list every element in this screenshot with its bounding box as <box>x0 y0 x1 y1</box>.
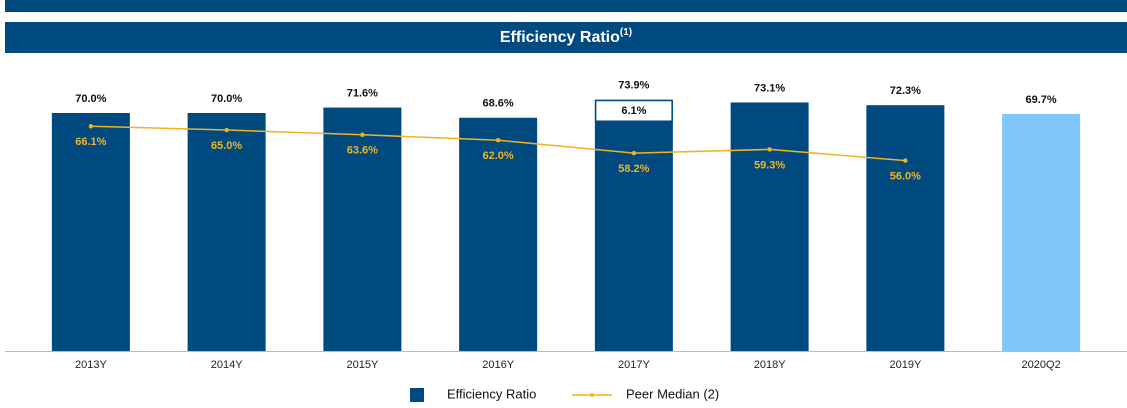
x-tick-label: 2017Y <box>618 359 650 371</box>
bar-value-label: 72.3% <box>890 85 921 97</box>
line-point <box>360 132 365 137</box>
chart-title: Efficiency Ratio(1) <box>500 27 632 47</box>
line-value-label: 59.3% <box>754 159 785 171</box>
bar <box>730 102 809 352</box>
line-value-label: 63.6% <box>347 145 378 157</box>
legend-label: Efficiency Ratio <box>447 386 536 401</box>
bar <box>459 117 538 351</box>
title-banner <box>5 22 1127 53</box>
bar <box>323 107 402 351</box>
line-point <box>224 127 229 133</box>
line-point <box>903 158 908 163</box>
legend-swatch <box>410 388 424 402</box>
bar-value-label: 73.9% <box>618 80 649 92</box>
bar <box>187 113 266 351</box>
line-value-label: 62.0% <box>483 150 514 162</box>
legend-label: Peer Median (2) <box>626 386 719 401</box>
bar-value-label: 69.7% <box>1026 94 1057 106</box>
x-tick-label: 2014Y <box>211 359 243 371</box>
bar-inset-label: 6.1% <box>621 105 646 117</box>
title-text: Efficiency Ratio <box>500 29 620 46</box>
bar <box>1002 114 1081 352</box>
bar-inset <box>594 99 673 122</box>
bar-value-label: 70.0% <box>75 93 106 105</box>
line-point <box>767 147 772 152</box>
bar <box>51 113 130 351</box>
title-superscript: (1) <box>620 27 632 38</box>
x-tick-label: 2013Y <box>75 359 107 371</box>
line-point <box>495 138 501 143</box>
line-value-label: 65.0% <box>211 140 242 152</box>
bar-value-label: 68.6% <box>483 98 514 110</box>
x-tick-label: 2020Q2 <box>1022 359 1061 371</box>
x-tick-label: 2018Y <box>754 359 786 371</box>
bar <box>594 99 673 352</box>
x-tick-label: 2015Y <box>346 359 378 371</box>
line-value-label: 58.2% <box>618 163 649 175</box>
line-value-label: 56.0% <box>890 171 921 183</box>
legend-point <box>590 393 594 397</box>
top-band <box>5 0 1127 12</box>
bar-value-label: 70.0% <box>211 93 242 105</box>
x-tick-label: 2016Y <box>482 359 514 371</box>
line-point <box>88 124 94 129</box>
bar-value-label: 73.1% <box>754 82 785 94</box>
bar-value-label: 71.6% <box>347 87 378 99</box>
line-value-label: 66.1% <box>75 136 106 148</box>
line-point <box>631 150 637 156</box>
x-tick-label: 2019Y <box>889 359 921 371</box>
bar <box>866 105 945 352</box>
